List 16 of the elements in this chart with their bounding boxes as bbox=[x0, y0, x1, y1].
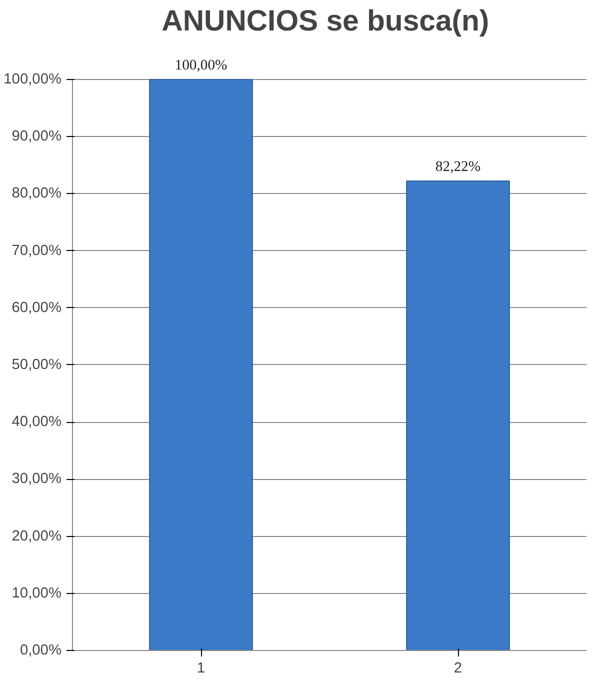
y-tick-label: 90,00% bbox=[12, 128, 62, 145]
y-tick-label: 100,00% bbox=[4, 71, 62, 88]
x-tick-label: 2 bbox=[454, 660, 462, 676]
data-label: 100,00% bbox=[174, 57, 228, 74]
y-tick-label: 0,00% bbox=[20, 642, 62, 658]
y-tick-label: 10,00% bbox=[12, 585, 62, 602]
y-tick-label: 80,00% bbox=[12, 186, 62, 202]
y-tick-label: 70,00% bbox=[12, 242, 62, 259]
y-tick-label: 30,00% bbox=[12, 471, 62, 488]
data-label: 82,22% bbox=[435, 159, 481, 175]
x-tick-label: 1 bbox=[196, 660, 206, 676]
y-tick-label: 40,00% bbox=[12, 414, 62, 430]
chart-title: ANUNCIOS se busca(n) bbox=[162, 4, 490, 38]
y-tick-label: 20,00% bbox=[12, 528, 62, 544]
y-tick-label: 60,00% bbox=[12, 300, 62, 316]
y-tick-label: 50,00% bbox=[12, 356, 62, 373]
